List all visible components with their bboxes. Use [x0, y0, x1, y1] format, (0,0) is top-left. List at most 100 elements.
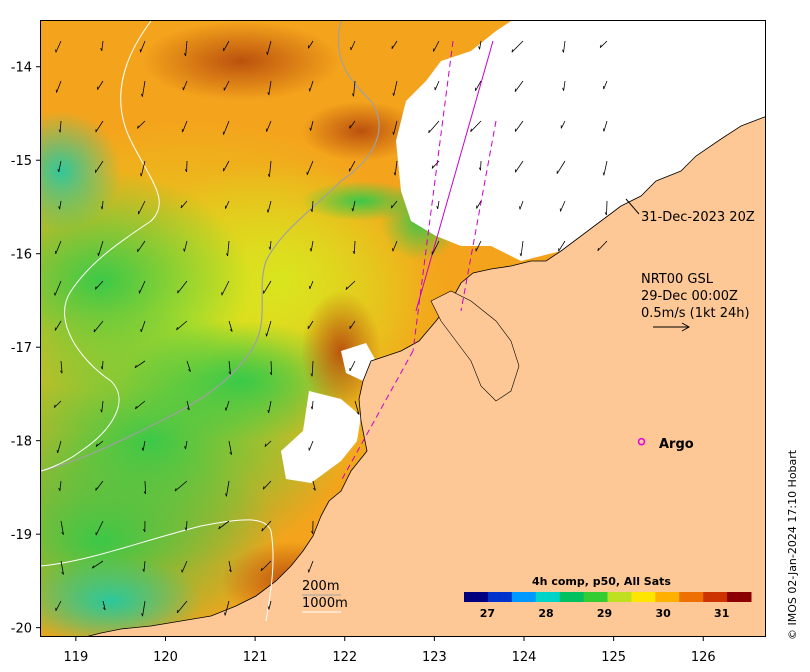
current-vector	[176, 320, 188, 331]
colorbar-segment	[727, 592, 752, 602]
current-vector	[606, 200, 608, 216]
current-vector	[223, 160, 230, 172]
current-vector-head	[309, 127, 312, 131]
isobath-200m	[41, 21, 380, 472]
current-vector	[266, 320, 272, 337]
current-vector-head	[100, 366, 103, 370]
current-vector	[393, 120, 398, 135]
current-vector	[101, 200, 104, 210]
current-vector-head	[268, 246, 271, 250]
current-vector-head	[188, 369, 191, 372]
current-vector-head	[176, 609, 179, 614]
current-vector-head	[134, 364, 137, 369]
pass-time-label: 31-Dec-2023 20Z	[641, 210, 755, 225]
current-vector-head	[311, 530, 314, 534]
current-vector	[97, 80, 104, 90]
current-vector	[92, 560, 104, 569]
current-vector	[349, 320, 356, 330]
colorbar-segment	[703, 592, 728, 602]
current-vector	[308, 40, 314, 49]
current-vector	[345, 280, 356, 290]
current-vector-head	[267, 606, 270, 610]
lat-tick-label: -16	[11, 248, 32, 263]
current-vector-head	[264, 443, 267, 447]
current-vector	[391, 200, 398, 209]
current-vector	[180, 200, 188, 209]
current-vector	[263, 280, 272, 294]
isobath-1000m	[41, 21, 160, 472]
current-vector	[264, 440, 272, 447]
current-vector	[57, 440, 62, 454]
current-vector	[434, 80, 440, 91]
isobath-1000m-label: 1000m	[302, 596, 348, 611]
current-vector	[176, 600, 188, 614]
current-vector	[520, 240, 524, 257]
current-vector	[306, 160, 314, 175]
current-vector	[137, 120, 146, 129]
cloud-mask	[396, 21, 765, 261]
current-vector	[556, 160, 566, 174]
current-vector	[349, 360, 356, 372]
sst-patch-brown	[301, 101, 421, 161]
lon-tick-label: 126	[691, 650, 716, 665]
current-vector-head	[478, 167, 481, 171]
current-vector	[558, 240, 566, 252]
current-vector	[142, 600, 146, 617]
current-vector	[185, 440, 188, 450]
current-vector	[479, 40, 482, 50]
current-vector-head	[436, 205, 439, 210]
current-vector-head	[141, 93, 143, 97]
current-vector	[101, 400, 104, 413]
current-vector	[102, 360, 104, 370]
current-vector-head	[57, 168, 60, 173]
current-vector	[134, 360, 146, 369]
current-vector	[223, 120, 230, 135]
lon-tick-label: 125	[601, 650, 626, 665]
current-vector-head	[308, 88, 311, 92]
current-vector-head	[392, 131, 394, 135]
current-vector-head	[143, 528, 146, 533]
current-vector	[519, 200, 524, 210]
current-vector-head	[97, 252, 99, 256]
current-vector	[268, 600, 272, 610]
colorbar-segment	[511, 592, 537, 602]
current-vector	[182, 80, 188, 91]
current-vector	[98, 240, 104, 256]
current-vector	[226, 480, 230, 497]
current-vector	[141, 80, 146, 97]
current-vector-head	[470, 128, 472, 132]
sst-map[interactable]: 31-Dec-2023 20Z NRT00 GSL 29-Dec 00:00Z …	[40, 20, 766, 637]
current-vector-head	[229, 329, 233, 332]
current-vector-head	[562, 87, 565, 91]
current-vector-head	[310, 208, 313, 212]
current-vector-head	[176, 326, 178, 331]
current-vector	[225, 200, 230, 209]
current-vector-head	[228, 371, 231, 375]
land-coast-detail	[430, 290, 520, 402]
current-vector	[60, 520, 64, 535]
colorbar-segment	[607, 592, 632, 602]
current-vector-head	[143, 491, 146, 495]
current-vector-head	[102, 607, 106, 611]
current-vector	[59, 120, 62, 133]
current-vector-head	[599, 44, 602, 48]
current-vector	[56, 80, 62, 93]
current-vector	[60, 360, 63, 374]
current-vector-head	[224, 612, 226, 616]
current-vector	[55, 40, 62, 53]
current-vector	[308, 560, 314, 573]
current-vector-head	[141, 613, 143, 617]
colorbar-segment	[535, 592, 561, 602]
current-vector	[354, 400, 360, 415]
current-vector-head	[267, 409, 270, 413]
current-vector	[225, 400, 230, 411]
current-vector	[95, 480, 104, 491]
current-vector	[262, 480, 272, 490]
current-vector	[267, 200, 272, 213]
current-vector	[138, 200, 146, 215]
colorbar	[464, 592, 752, 602]
current-vector	[349, 160, 356, 172]
land-mass	[87, 116, 765, 636]
current-vector	[309, 280, 314, 290]
argo-float-marker[interactable]	[637, 437, 646, 446]
